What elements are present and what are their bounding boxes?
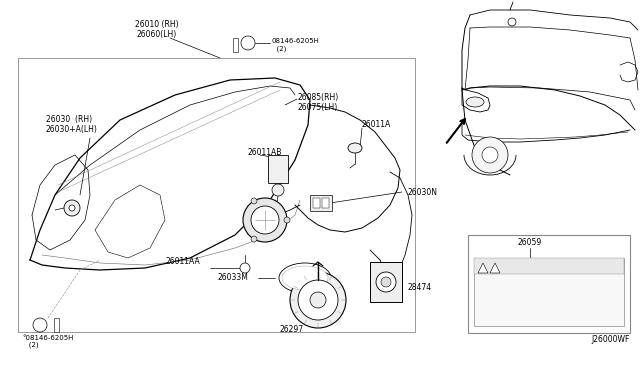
Text: SON LALAPS: SON LALAPS <box>476 274 507 279</box>
Bar <box>474 258 624 326</box>
Circle shape <box>243 198 287 242</box>
Circle shape <box>64 200 80 216</box>
Text: 28474: 28474 <box>408 283 432 292</box>
Text: WARNING/AVERTISSEMENT: WARNING/AVERTISSEMENT <box>503 261 586 266</box>
Bar <box>310 195 332 211</box>
Text: °08146-6205H
   (2): °08146-6205H (2) <box>22 335 74 349</box>
Circle shape <box>376 272 396 292</box>
Circle shape <box>251 198 257 204</box>
Circle shape <box>69 205 75 211</box>
Ellipse shape <box>282 266 328 290</box>
Text: B: B <box>38 323 42 327</box>
Circle shape <box>381 277 391 287</box>
Circle shape <box>482 147 498 163</box>
Circle shape <box>284 217 290 223</box>
Text: 26011AA: 26011AA <box>165 257 200 266</box>
Bar <box>468 235 630 333</box>
Text: !: ! <box>494 267 496 273</box>
Bar <box>474 258 624 274</box>
Polygon shape <box>490 263 500 273</box>
Circle shape <box>241 36 255 50</box>
Circle shape <box>310 292 326 308</box>
Circle shape <box>251 206 279 234</box>
Ellipse shape <box>348 143 362 153</box>
Circle shape <box>290 272 346 328</box>
Circle shape <box>251 236 257 242</box>
Text: 26011AB: 26011AB <box>248 148 282 157</box>
Text: 26085(RH)
26075(LH): 26085(RH) 26075(LH) <box>298 93 339 112</box>
Text: 26011A: 26011A <box>362 120 391 129</box>
Circle shape <box>472 137 508 173</box>
Bar <box>233 38 238 52</box>
Polygon shape <box>478 263 488 273</box>
Text: 26030  (RH)
26030+A(LH): 26030 (RH) 26030+A(LH) <box>46 115 98 134</box>
Ellipse shape <box>279 263 331 293</box>
Circle shape <box>33 318 47 332</box>
Circle shape <box>272 184 284 196</box>
Text: 08146-6205H
  (2): 08146-6205H (2) <box>272 38 320 51</box>
Text: B: B <box>246 41 250 45</box>
Circle shape <box>240 263 250 273</box>
Text: 26033M: 26033M <box>217 273 248 282</box>
Text: 26010 (RH)
26060(LH): 26010 (RH) 26060(LH) <box>135 20 179 39</box>
Text: J26000WF: J26000WF <box>591 335 630 344</box>
Text: 26297: 26297 <box>280 325 304 334</box>
Bar <box>322 198 329 208</box>
Bar <box>370 262 402 302</box>
Text: 26059: 26059 <box>518 238 542 247</box>
Circle shape <box>508 18 516 26</box>
Text: 26030N: 26030N <box>408 187 438 196</box>
Bar <box>54 318 59 332</box>
Ellipse shape <box>466 97 484 107</box>
Bar <box>313 198 320 208</box>
Circle shape <box>298 280 338 320</box>
Bar <box>18 58 415 332</box>
Bar <box>268 155 288 183</box>
Text: !: ! <box>482 267 484 273</box>
